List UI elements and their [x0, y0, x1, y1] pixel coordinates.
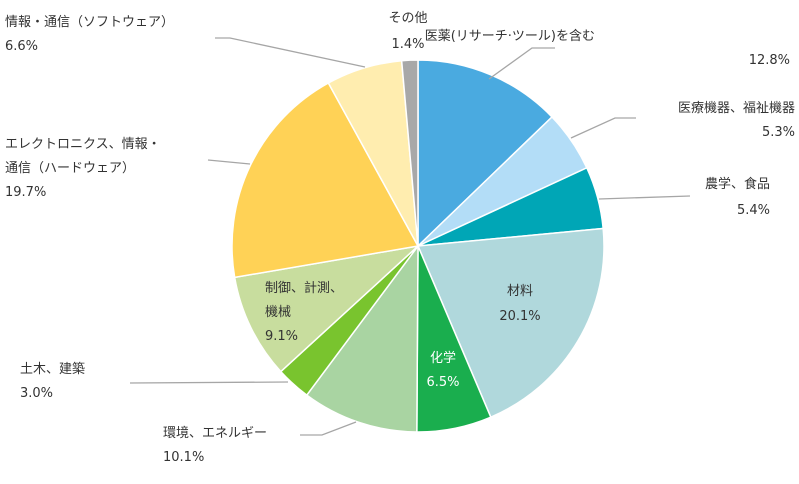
slice-category-label: 制御、計測、: [265, 280, 343, 296]
slices-layer: [231, 59, 605, 433]
slice-category-label: 機械: [265, 305, 291, 320]
slice-value-label: 19.7%: [5, 185, 46, 200]
slice-value-label: 5.4%: [737, 203, 770, 218]
slice-category-label: 医薬(リサーチ·ツール)を含む: [425, 28, 595, 44]
pie-slice: [233, 244, 421, 373]
slice-category-label: エレクトロニクス、情報・: [5, 137, 161, 152]
leader-line: [207, 159, 251, 165]
slice-category-label: その他: [388, 11, 427, 26]
slice-category-label: 土木、建築: [20, 362, 85, 377]
slice-value-label: 5.3%: [762, 125, 795, 140]
pie-slice: [231, 81, 420, 279]
slice-value-label: 20.1%: [499, 309, 540, 324]
leader-lines: [129, 37, 691, 436]
leader-line: [488, 47, 555, 80]
slice-value-label: 9.1%: [265, 329, 298, 344]
slice-category-label: 通信（ハードウェア）: [5, 161, 135, 176]
slice-category-label: 農学、食品: [705, 176, 770, 192]
pie-slice: [416, 227, 605, 419]
slice-value-label: 6.5%: [426, 375, 459, 390]
pie-slice: [305, 243, 419, 433]
slice-category-label: 材料: [507, 284, 533, 299]
pie-slice: [417, 59, 554, 248]
slice-value-label: 6.6%: [5, 39, 38, 54]
slice-value-label: 1.4%: [391, 37, 424, 52]
pie-slice: [400, 59, 419, 247]
leader-line: [300, 421, 357, 436]
slice-value-label: 10.1%: [163, 450, 204, 465]
labels-layer: 医薬(リサーチ·ツール)を含む 12.8% 医療機器、福祉機器 5.3% 農学、食品 5.…: [5, 11, 795, 465]
leader-line: [570, 117, 636, 139]
slice-category-label: 医療機器、福祉機器: [678, 101, 795, 116]
leader-line: [215, 37, 366, 68]
slice-category-label: 情報・通信（ソフトウェア）: [5, 15, 174, 30]
slice-category-label: 化学: [430, 350, 456, 366]
slice-value-label: 12.8%: [749, 53, 790, 68]
leader-line: [598, 195, 691, 200]
slice-value-label: 3.0%: [20, 386, 53, 401]
slice-category-label: 環境、エネルギー: [163, 426, 267, 441]
leader-line: [129, 381, 289, 384]
